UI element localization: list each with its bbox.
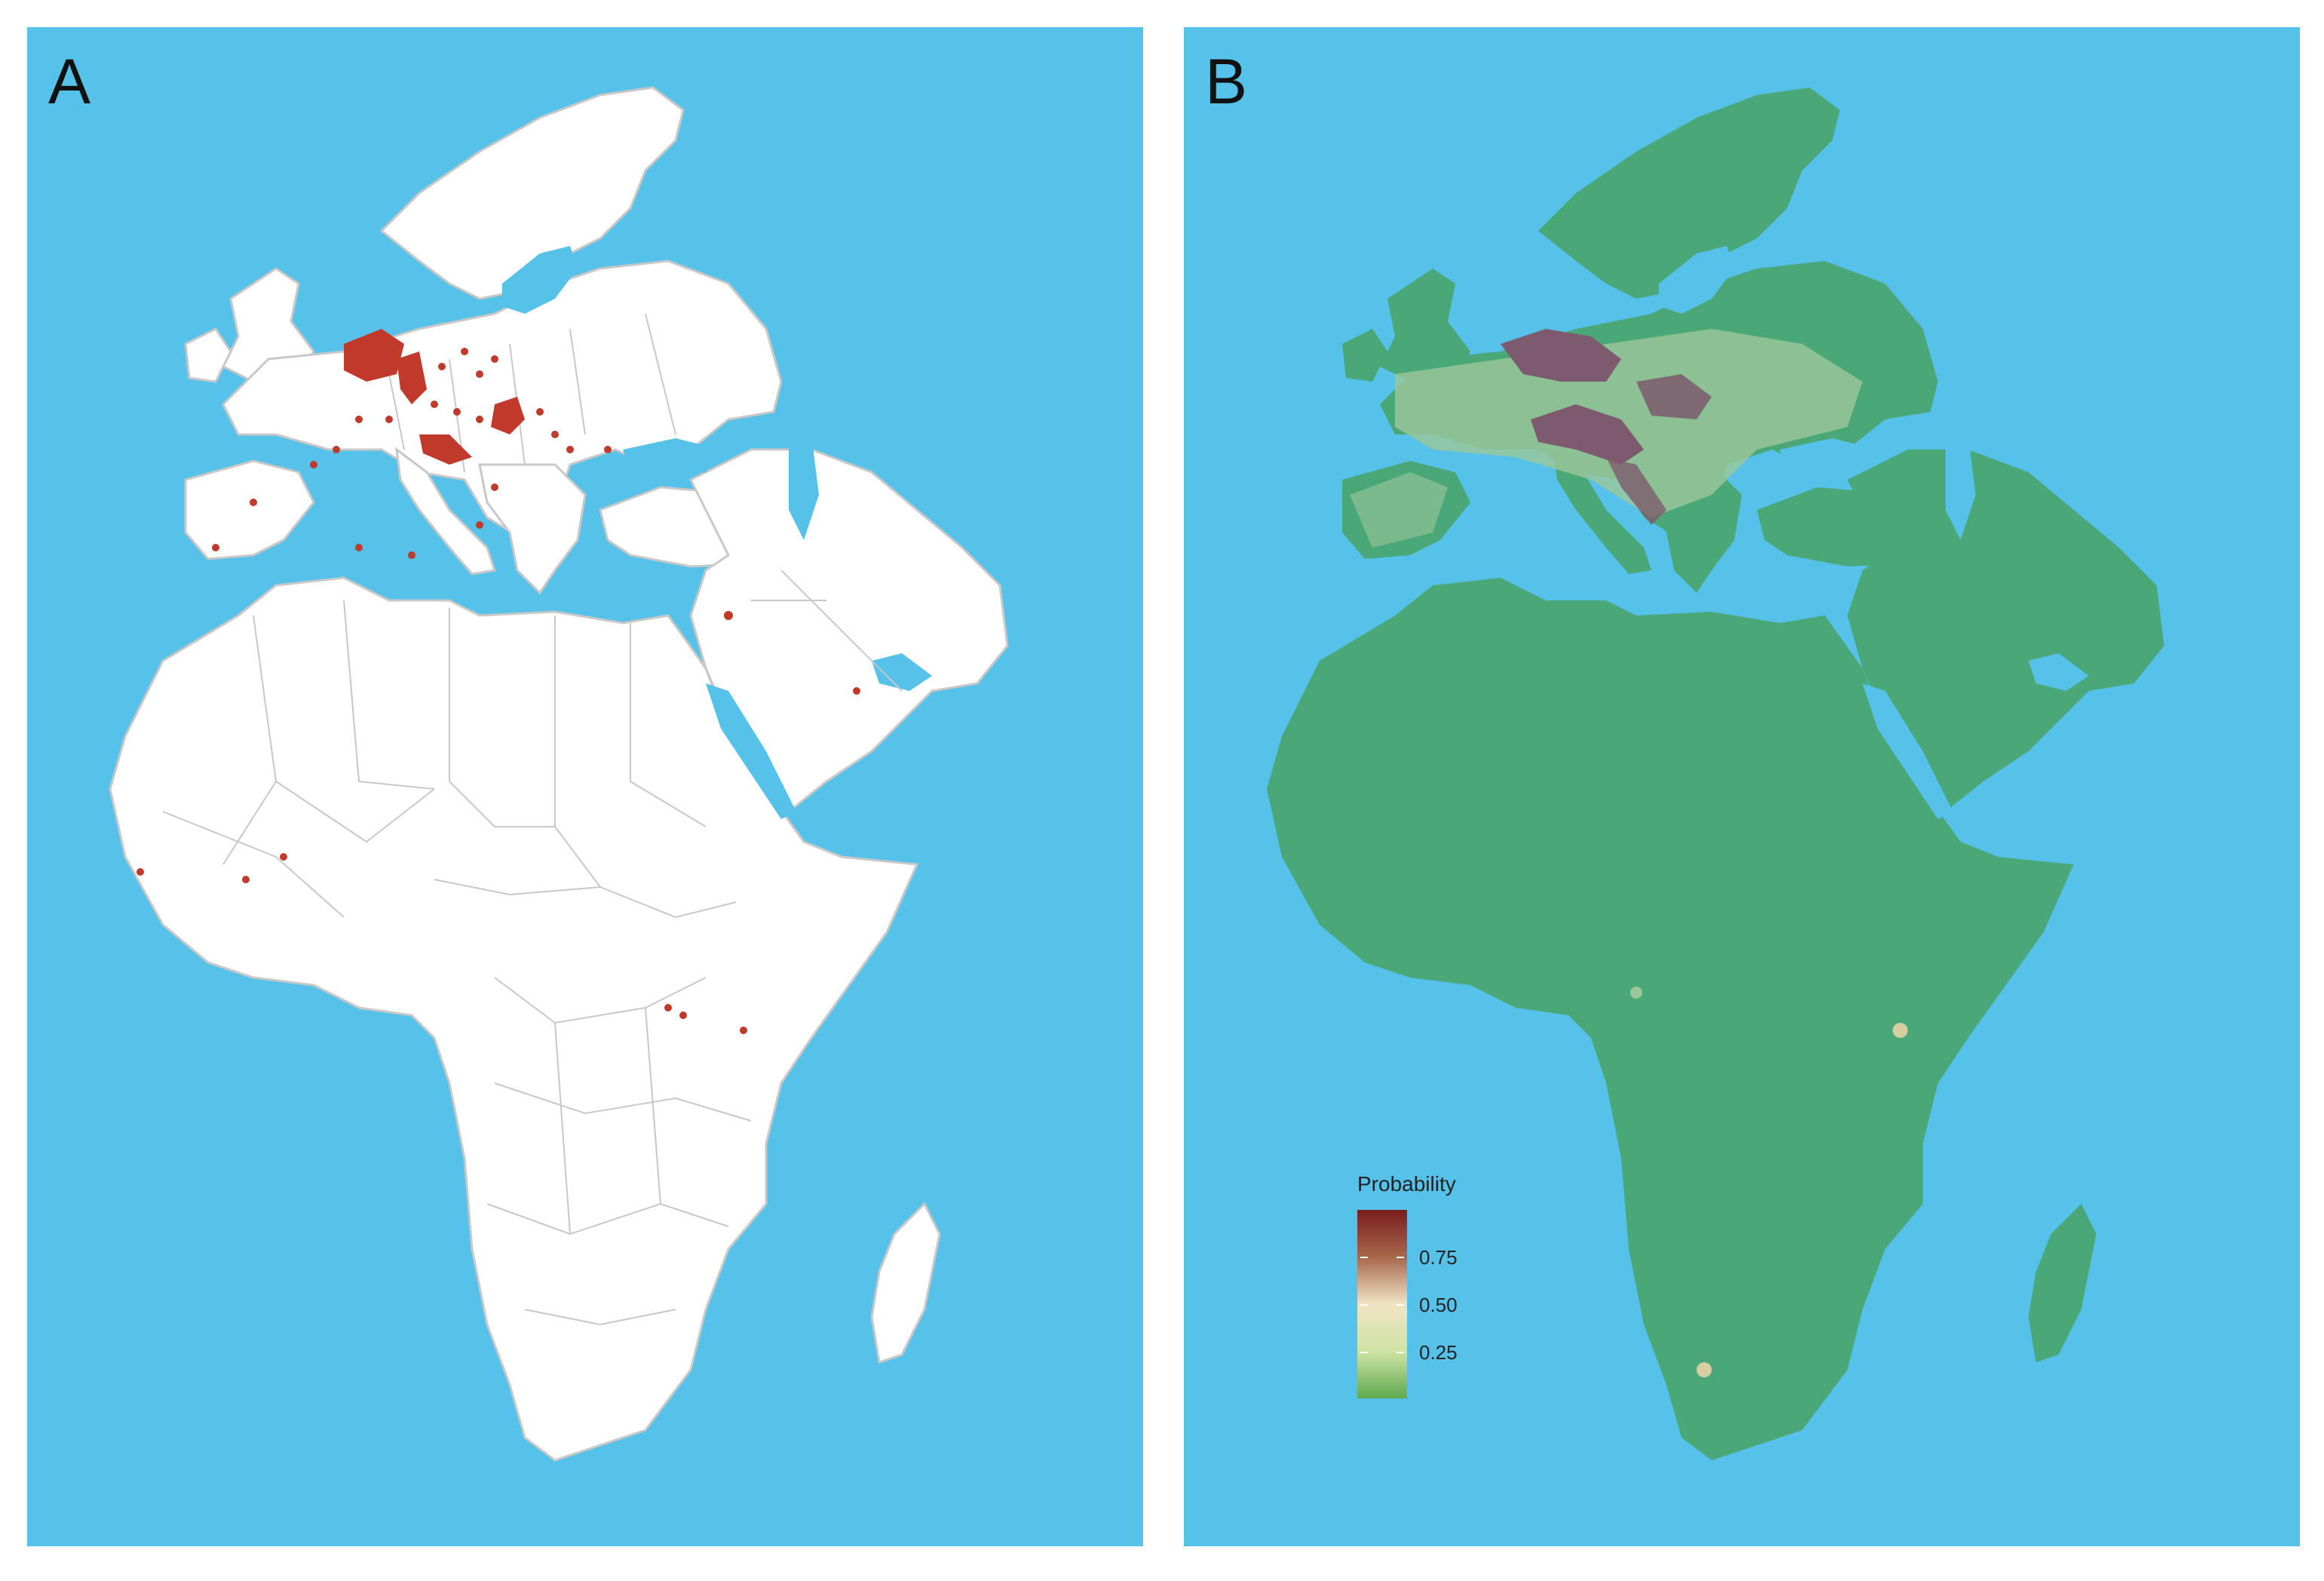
occurrence-cluster-hungary <box>491 397 525 434</box>
high-probability-alps <box>1531 404 1644 465</box>
scandinavia <box>379 86 685 300</box>
africa <box>109 576 919 1462</box>
occurrence-point <box>476 521 483 529</box>
baltic-sea <box>502 246 578 314</box>
africa <box>1267 578 2074 1460</box>
probability-legend: Probability 0.75 0.50 0.25 <box>1357 1172 1553 1429</box>
italy <box>395 447 496 576</box>
occurrence-point <box>853 687 860 695</box>
occurrence-point <box>566 446 574 453</box>
black-sea <box>1780 438 1878 480</box>
italy <box>1553 450 1651 574</box>
occurrence-point <box>431 401 438 408</box>
occurrence-point <box>333 446 340 453</box>
occurrence-points <box>136 329 860 1034</box>
panel-letter-a: A <box>48 46 91 117</box>
occurrence-point <box>551 431 559 438</box>
legend-tick-mark <box>1360 1352 1368 1353</box>
occurrence-point <box>408 551 415 559</box>
red-sea <box>1863 683 1953 819</box>
iberia <box>184 459 315 560</box>
occurrence-point <box>250 499 257 506</box>
balkans-greece <box>478 463 587 595</box>
occurrence-map <box>109 86 1009 1462</box>
continents-layer <box>109 86 1009 1462</box>
legend-tick-mark <box>1397 1257 1404 1258</box>
caspian-sea <box>1945 434 1976 540</box>
inland-seas <box>1659 246 2089 819</box>
occurrence-point <box>385 416 393 423</box>
occurrence-point <box>136 868 144 876</box>
scandinavia <box>1538 87 1840 299</box>
high-probability-carpathians <box>1636 374 1712 419</box>
panel-b-probability-map: B Probability 0.75 0.50 0.25 <box>1184 27 2300 1546</box>
occurrence-point <box>679 1012 687 1019</box>
occurrence-point <box>438 363 446 370</box>
occurrence-point <box>453 408 461 416</box>
probability-map <box>1267 87 2164 1460</box>
occurrence-point <box>461 348 468 355</box>
baltic-sea <box>1659 246 1734 314</box>
legend-tick-mark <box>1397 1352 1404 1353</box>
occurrence-point <box>355 544 363 551</box>
black-sea <box>623 438 721 480</box>
occurrence-point <box>664 1004 672 1012</box>
mid-probability-patch <box>1697 1362 1712 1377</box>
inland-seas <box>502 246 932 819</box>
madagascar <box>2028 1204 2096 1362</box>
great-britain <box>1380 269 1470 382</box>
occurrence-point <box>740 1027 747 1034</box>
occurrence-point <box>212 544 219 551</box>
madagascar <box>870 1202 941 1364</box>
legend-tick-label: 0.75 <box>1419 1246 1458 1269</box>
legend-tick-label: 0.25 <box>1419 1341 1458 1364</box>
caucasus-iran-arabia <box>1847 450 2164 812</box>
high-probability-dinarides <box>1606 457 1666 525</box>
occurrence-cluster-benelux <box>344 329 404 382</box>
panel-a-occurrence-map: A <box>27 27 1143 1546</box>
occurrence-point <box>310 461 317 468</box>
mid-probability-patch <box>1630 987 1642 999</box>
occurrence-point <box>536 408 544 416</box>
occurrence-point <box>476 416 483 423</box>
mid-probability-iberia <box>1350 472 1448 548</box>
occurrence-point <box>491 355 498 363</box>
ireland <box>184 327 232 383</box>
occurrence-cluster-north-italy <box>419 434 472 465</box>
legend-tick-label: 0.50 <box>1419 1294 1458 1316</box>
legend-tick-mark <box>1360 1304 1368 1306</box>
persian-gulf <box>2028 653 2089 691</box>
persian-gulf <box>872 653 932 691</box>
mid-probability-europe <box>1395 329 1863 517</box>
occurrence-cluster-germany <box>397 352 427 404</box>
panel-letter-b: B <box>1205 46 1248 117</box>
occurrence-point <box>242 876 250 883</box>
occurrence-point <box>280 853 287 861</box>
high-probability-central-europe <box>1501 329 1621 382</box>
caucasus-iran-arabia <box>688 448 1009 814</box>
probability-surface <box>1350 329 1908 1377</box>
legend-tick-mark <box>1397 1304 1404 1306</box>
ireland <box>1342 329 1387 382</box>
occurrence-point <box>476 370 483 378</box>
country-borders <box>162 313 903 1326</box>
red-sea <box>706 683 796 819</box>
occurrence-point <box>724 611 733 620</box>
occurrence-point <box>355 416 363 423</box>
legend-title: Probability <box>1357 1172 1456 1196</box>
legend-tick-mark <box>1360 1257 1368 1258</box>
mid-probability-patch <box>1893 1023 1908 1038</box>
caspian-sea <box>789 434 819 540</box>
occurrence-point <box>491 484 498 491</box>
occurrence-point <box>604 446 612 453</box>
